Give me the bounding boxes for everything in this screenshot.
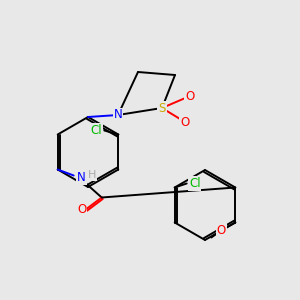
Text: H: H: [88, 170, 96, 181]
Text: O: O: [180, 116, 190, 128]
Text: O: O: [217, 224, 226, 237]
Text: Cl: Cl: [91, 124, 102, 137]
Text: O: O: [77, 203, 86, 216]
Text: O: O: [185, 89, 195, 103]
Text: N: N: [114, 109, 122, 122]
Text: N: N: [77, 171, 86, 184]
Text: Cl: Cl: [189, 177, 200, 190]
Text: S: S: [158, 101, 166, 115]
